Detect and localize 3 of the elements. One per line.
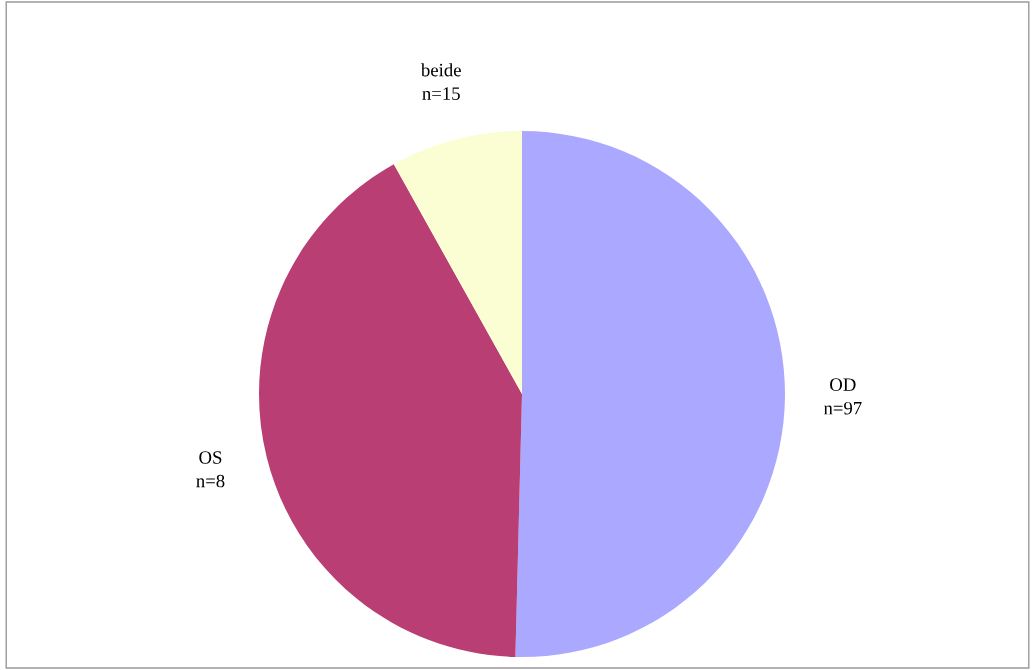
slice-label: OS n=8 [196, 451, 225, 488]
slice-label: beide n=15 [420, 63, 461, 100]
slice-label: OD n=97 [823, 378, 862, 415]
